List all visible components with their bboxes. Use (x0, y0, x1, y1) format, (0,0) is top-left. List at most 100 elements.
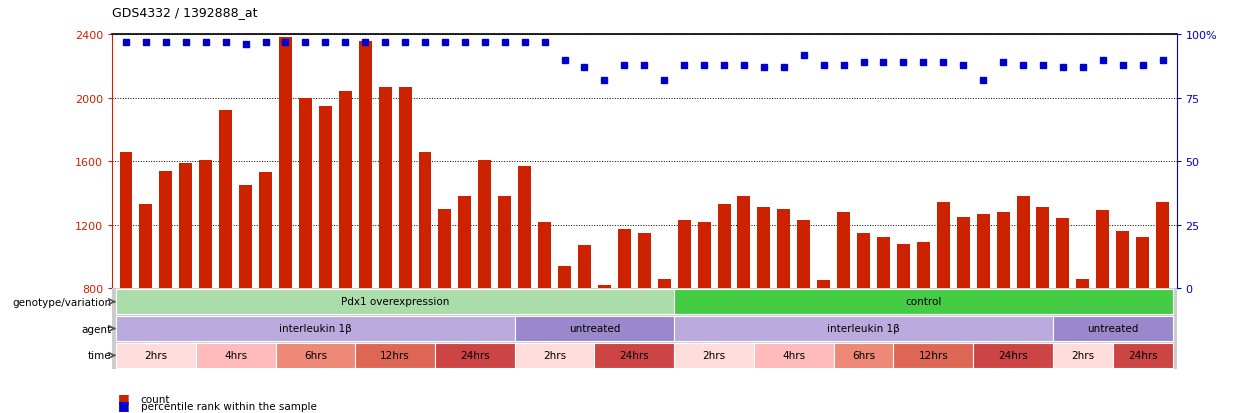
Bar (1113, 343, 1173, 368)
Bar (996, 213, 1010, 289)
Bar (675, 316, 1053, 341)
Bar (578, 246, 591, 289)
Text: genotype/variation: genotype/variation (12, 297, 111, 307)
Bar (697, 222, 711, 289)
Bar (754, 343, 834, 368)
Bar (139, 204, 152, 289)
Bar (498, 197, 512, 289)
Text: 2hrs: 2hrs (144, 350, 168, 360)
Bar (675, 290, 1173, 314)
Bar (657, 279, 671, 289)
Bar (279, 38, 293, 289)
Bar (677, 221, 691, 289)
Bar (598, 285, 611, 289)
Text: GDS4332 / 1392888_at: GDS4332 / 1392888_at (112, 6, 258, 19)
Text: ■: ■ (118, 398, 129, 411)
Text: time: time (87, 351, 111, 361)
Bar (737, 197, 751, 289)
Bar (418, 152, 432, 289)
Text: 24hrs: 24hrs (620, 350, 649, 360)
Bar (1057, 219, 1069, 289)
Bar (355, 343, 435, 368)
Bar (817, 280, 830, 289)
Bar (195, 343, 275, 368)
Bar (1053, 316, 1173, 341)
Bar (1157, 203, 1169, 289)
Bar (834, 343, 894, 368)
Bar (717, 204, 731, 289)
Bar (757, 208, 771, 289)
Bar (837, 213, 850, 289)
Text: untreated: untreated (1087, 323, 1138, 333)
Bar (777, 209, 791, 289)
Text: interleukin 1β: interleukin 1β (827, 323, 900, 333)
Bar (1077, 279, 1089, 289)
Text: untreated: untreated (569, 323, 620, 333)
Bar (438, 209, 452, 289)
Text: 2hrs: 2hrs (1071, 350, 1094, 360)
Bar (936, 203, 950, 289)
Bar (594, 343, 675, 368)
Bar (637, 233, 651, 289)
Bar (797, 221, 810, 289)
Bar (259, 173, 271, 289)
Bar (896, 244, 910, 289)
Bar (857, 233, 870, 289)
Bar (275, 343, 355, 368)
Bar (876, 238, 890, 289)
Text: 12hrs: 12hrs (380, 350, 410, 360)
Bar (514, 316, 675, 341)
Bar (675, 343, 754, 368)
Bar (1137, 238, 1149, 289)
Text: 6hrs: 6hrs (304, 350, 327, 360)
Text: Pdx1 overexpression: Pdx1 overexpression (341, 297, 449, 306)
Text: 2hrs: 2hrs (702, 350, 726, 360)
Bar (179, 164, 192, 289)
Bar (299, 98, 312, 289)
Bar (976, 214, 990, 289)
Bar (558, 266, 571, 289)
Bar (378, 88, 392, 289)
Text: control: control (905, 297, 941, 306)
Text: 6hrs: 6hrs (852, 350, 875, 360)
Text: ■: ■ (118, 391, 129, 404)
Bar (974, 343, 1053, 368)
Bar (514, 343, 594, 368)
Bar (458, 197, 472, 289)
Bar (339, 92, 352, 289)
Bar (199, 160, 212, 289)
Bar (1117, 232, 1129, 289)
Bar (956, 217, 970, 289)
Bar (1097, 211, 1109, 289)
Text: 4hrs: 4hrs (782, 350, 806, 360)
Text: 24hrs: 24hrs (1128, 350, 1158, 360)
Bar (319, 107, 332, 289)
Text: 4hrs: 4hrs (224, 350, 248, 360)
Bar (398, 88, 412, 289)
Bar (116, 343, 195, 368)
Text: interleukin 1β: interleukin 1β (279, 323, 352, 333)
Bar (359, 41, 372, 289)
Bar (538, 222, 552, 289)
Bar (120, 152, 132, 289)
Bar (1037, 208, 1050, 289)
Bar (159, 171, 172, 289)
Text: 2hrs: 2hrs (543, 350, 566, 360)
Text: agent: agent (81, 324, 111, 334)
Bar (435, 343, 514, 368)
Bar (239, 185, 251, 289)
Bar (518, 166, 532, 289)
Text: percentile rank within the sample: percentile rank within the sample (141, 401, 316, 411)
Bar (618, 230, 631, 289)
Bar (916, 242, 930, 289)
Bar (1053, 343, 1113, 368)
Bar (478, 160, 492, 289)
Bar (894, 343, 974, 368)
Bar (1017, 197, 1030, 289)
Text: 24hrs: 24hrs (459, 350, 489, 360)
Bar (116, 316, 514, 341)
Text: 24hrs: 24hrs (998, 350, 1028, 360)
Text: 12hrs: 12hrs (919, 350, 949, 360)
Text: count: count (141, 394, 171, 404)
Bar (116, 290, 675, 314)
